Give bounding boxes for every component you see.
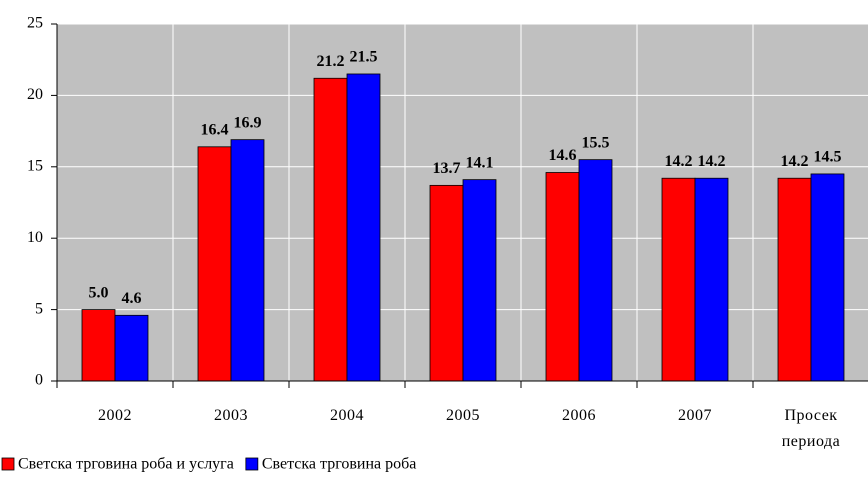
data-label: 14.2 [665, 153, 693, 170]
x-tick-label: 2004 [330, 407, 364, 424]
bar [197, 146, 232, 382]
data-label: 16.9 [234, 114, 262, 131]
x-tick-label: 2003 [214, 407, 248, 424]
data-label: 14.2 [698, 153, 726, 170]
y-tick-label: 10 [27, 229, 43, 246]
data-label: 16.4 [201, 121, 229, 138]
data-label: 4.6 [122, 290, 142, 307]
y-tick-label: 0 [35, 372, 43, 389]
x-tick-label: 2002 [98, 407, 132, 424]
data-label: 14.5 [814, 149, 842, 166]
x-tick-label: Просек периода [781, 407, 841, 450]
bar [545, 172, 580, 382]
data-label: 15.5 [582, 134, 610, 151]
y-tick-label: 5 [35, 300, 43, 317]
data-label: 21.2 [317, 53, 345, 70]
bar [230, 139, 265, 382]
y-tick-label: 20 [27, 86, 43, 103]
legend-label: Светска трговина роба и услуга [18, 456, 234, 473]
data-label: 21.5 [350, 49, 378, 66]
bar [810, 173, 845, 382]
data-label: 13.7 [433, 160, 461, 177]
y-tick-label: 15 [27, 157, 43, 174]
data-label: 14.2 [781, 153, 809, 170]
y-tick-label: 25 [27, 15, 43, 32]
bar [429, 184, 464, 382]
bar [578, 159, 613, 382]
bar [346, 73, 381, 382]
x-tick-label: 2007 [678, 407, 712, 424]
bar [313, 77, 348, 382]
bar [462, 179, 497, 382]
data-label: 14.1 [466, 154, 494, 171]
legend-label: Светска трговина роба [262, 456, 417, 473]
bar [81, 309, 116, 382]
legend-swatch [245, 457, 259, 471]
x-tick-label: 2006 [562, 407, 596, 424]
data-label: 14.6 [549, 147, 577, 164]
data-label: 5.0 [89, 284, 109, 301]
legend-swatch [1, 457, 15, 471]
bar [661, 177, 696, 382]
x-tick-label: 2005 [446, 407, 480, 424]
bar [777, 177, 812, 382]
bar [694, 177, 729, 382]
bar [114, 314, 149, 382]
